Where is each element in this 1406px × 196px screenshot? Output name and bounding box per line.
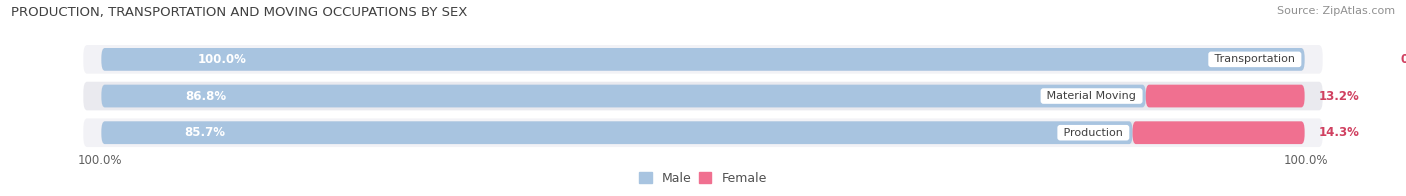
FancyBboxPatch shape xyxy=(101,48,1305,71)
Text: Source: ZipAtlas.com: Source: ZipAtlas.com xyxy=(1277,6,1395,16)
FancyBboxPatch shape xyxy=(101,48,1305,71)
Text: 0.0%: 0.0% xyxy=(1400,53,1406,66)
FancyBboxPatch shape xyxy=(101,121,1133,144)
FancyBboxPatch shape xyxy=(1133,121,1305,144)
FancyBboxPatch shape xyxy=(101,85,1146,107)
Text: Material Moving: Material Moving xyxy=(1043,91,1140,101)
Text: Transportation: Transportation xyxy=(1211,54,1299,64)
FancyBboxPatch shape xyxy=(101,121,1305,144)
FancyBboxPatch shape xyxy=(83,82,1323,110)
Text: 100.0%: 100.0% xyxy=(77,154,122,167)
Text: 14.3%: 14.3% xyxy=(1319,126,1360,139)
FancyBboxPatch shape xyxy=(83,45,1323,74)
Text: 86.8%: 86.8% xyxy=(186,90,226,103)
Text: 100.0%: 100.0% xyxy=(1284,154,1329,167)
Text: 100.0%: 100.0% xyxy=(198,53,246,66)
Text: 85.7%: 85.7% xyxy=(184,126,225,139)
Text: Production: Production xyxy=(1060,128,1126,138)
FancyBboxPatch shape xyxy=(101,85,1305,107)
Legend: Male, Female: Male, Female xyxy=(634,167,772,190)
FancyBboxPatch shape xyxy=(83,118,1323,147)
Text: 13.2%: 13.2% xyxy=(1319,90,1360,103)
FancyBboxPatch shape xyxy=(1146,85,1305,107)
Text: PRODUCTION, TRANSPORTATION AND MOVING OCCUPATIONS BY SEX: PRODUCTION, TRANSPORTATION AND MOVING OC… xyxy=(11,6,468,19)
